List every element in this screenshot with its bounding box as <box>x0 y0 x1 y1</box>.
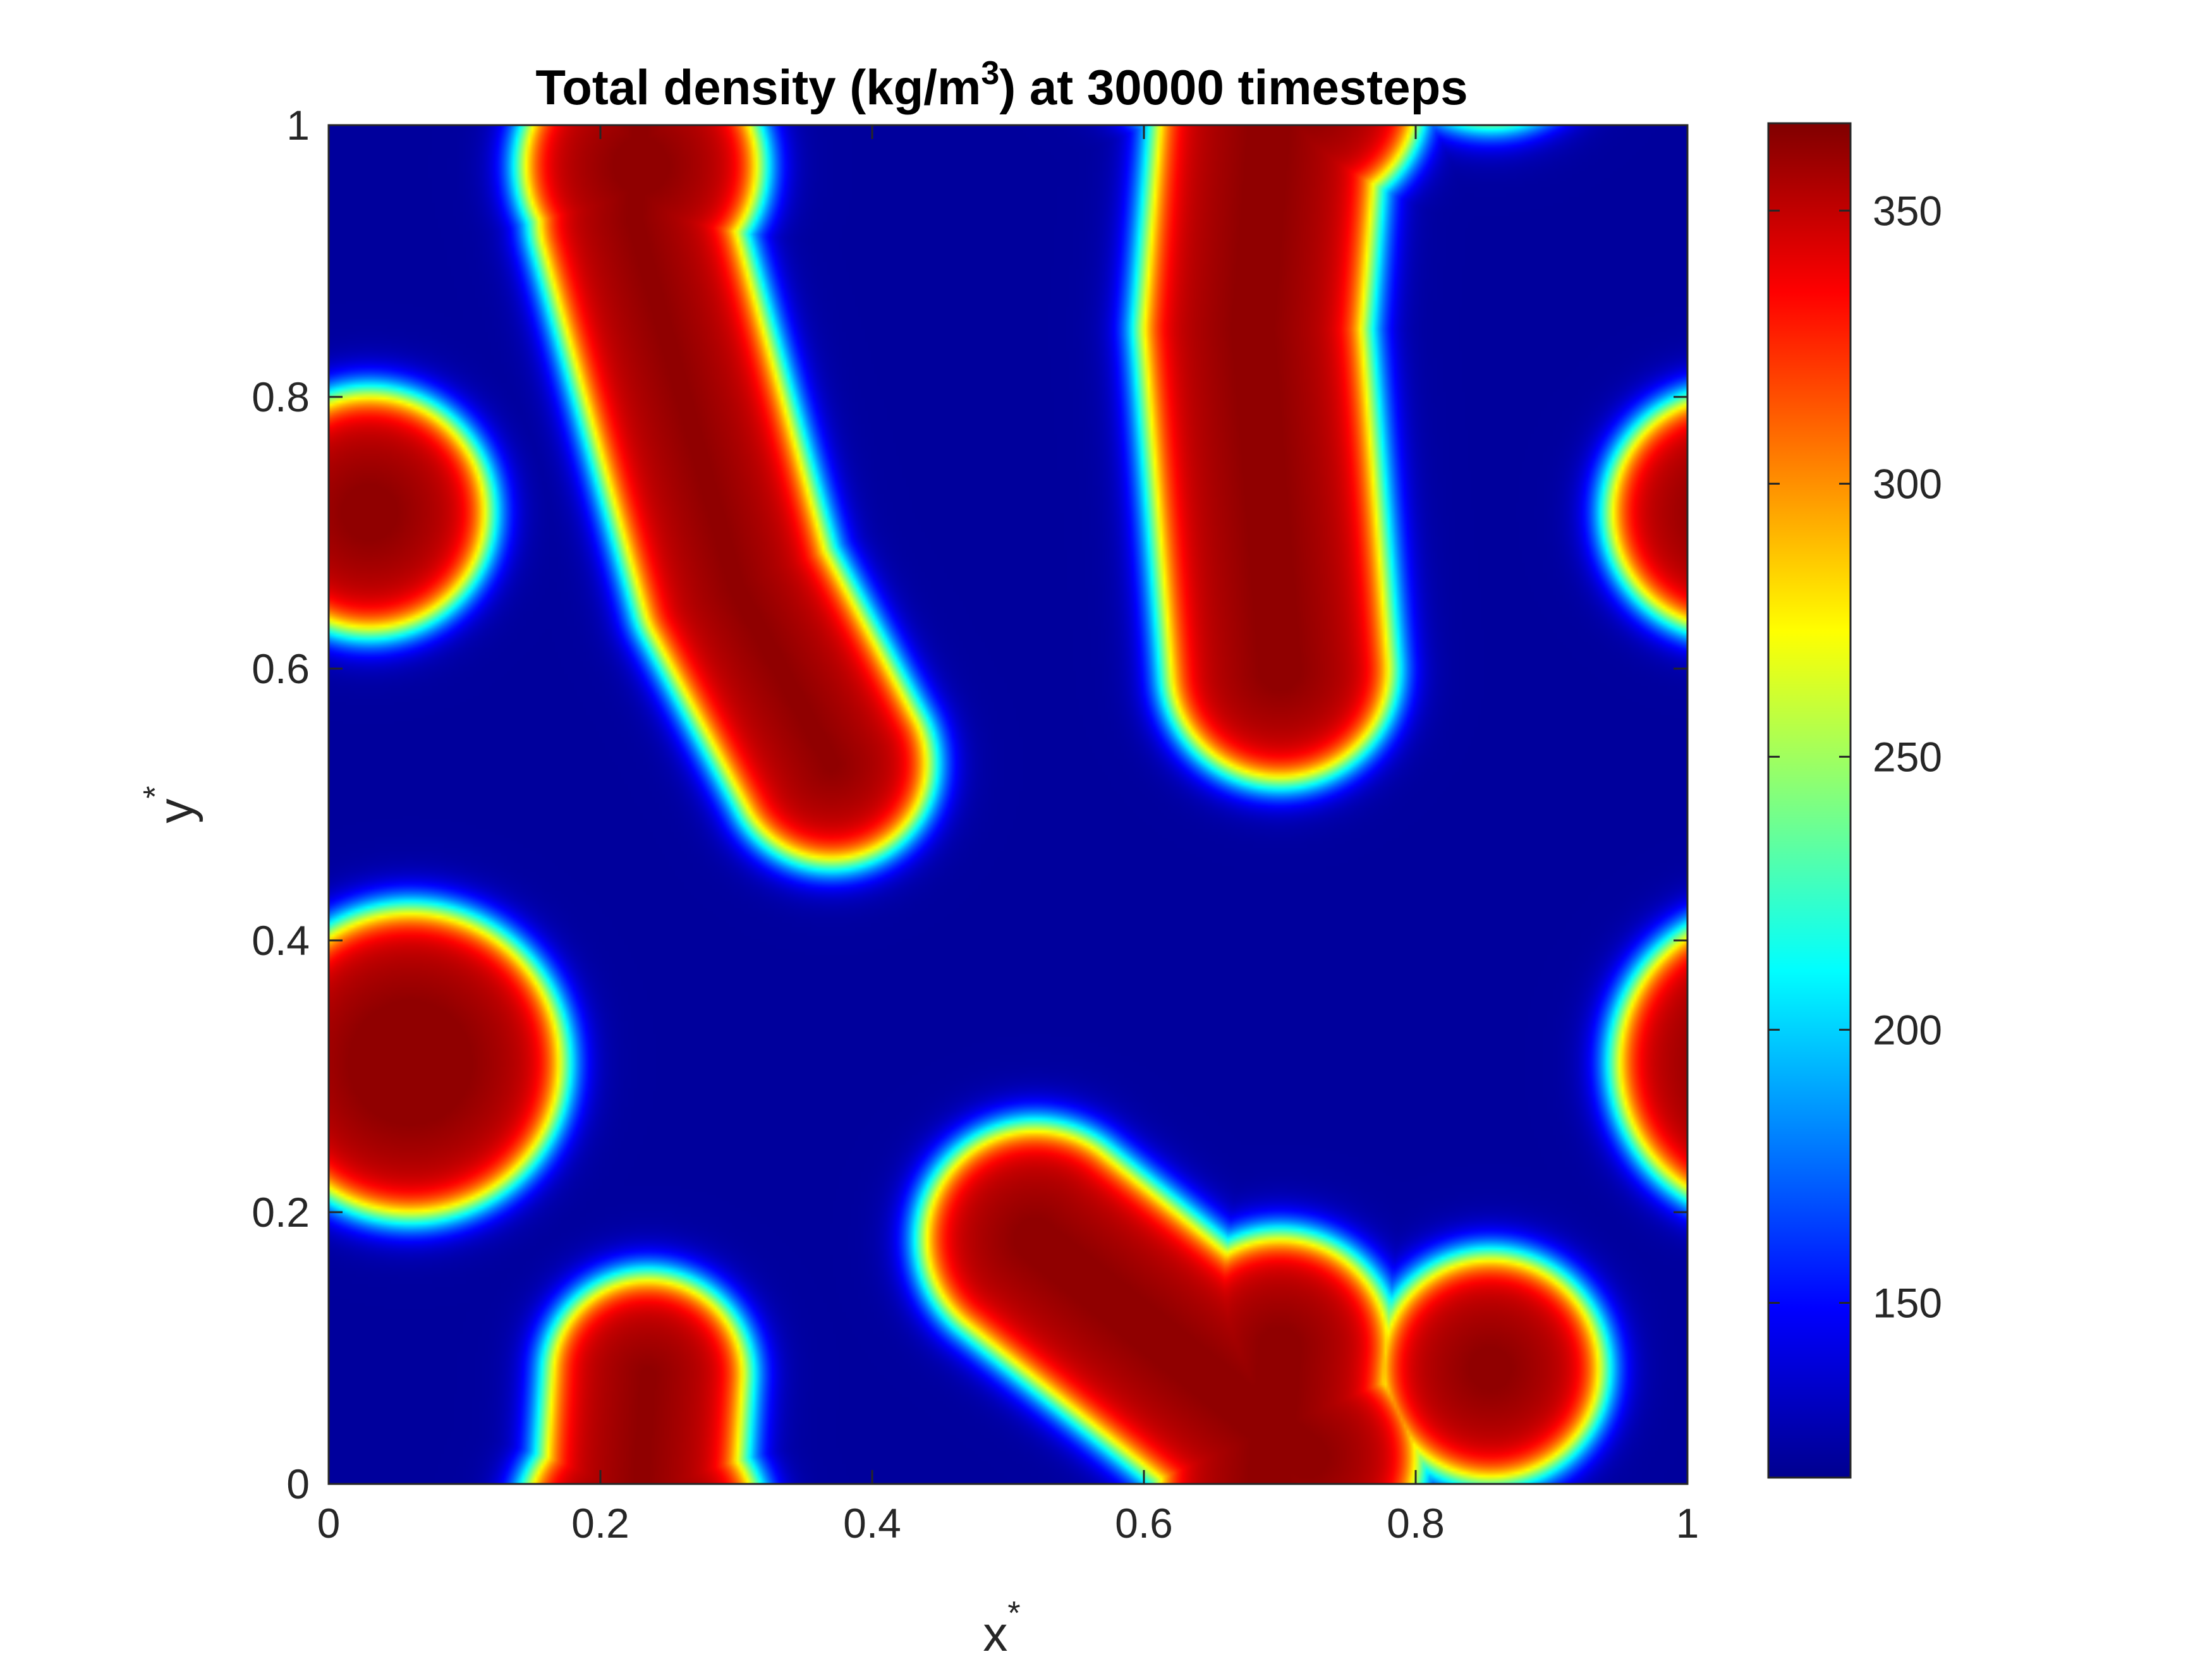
y-tick-label: 0.4 <box>252 917 310 964</box>
colorbar-ticks: 150 200 250 300 350 <box>1768 187 1942 1326</box>
x-tick-label: 0 <box>317 1500 341 1547</box>
y-tick-label: 1 <box>286 102 310 149</box>
density-heatmap <box>329 125 1687 1484</box>
x-tick-label: 1 <box>1676 1500 1699 1547</box>
colorbar-tick-label: 250 <box>1873 733 1942 780</box>
plot-area-frame <box>327 124 1689 1485</box>
chart-title: Total density (kg/m3) at 30000 timesteps <box>535 55 1468 115</box>
colorbar <box>1767 122 1852 1479</box>
y-tick-label: 0 <box>286 1461 310 1507</box>
colorbar-tick-label: 150 <box>1873 1279 1942 1326</box>
x-tick-label: 0.2 <box>571 1500 629 1547</box>
x-tick-label: 0.6 <box>1115 1500 1173 1547</box>
y-tick-label: 0.6 <box>252 645 310 692</box>
colorbar-tick-label: 200 <box>1873 1006 1942 1053</box>
y-tick-label: 0.2 <box>252 1189 310 1236</box>
y-axis-label: y* <box>137 786 204 823</box>
y-tick-label: 0.8 <box>252 374 310 420</box>
x-axis-ticks: 0 0.2 0.4 0.6 0.8 1 <box>317 125 1699 1547</box>
colorbar-tick-label: 300 <box>1873 460 1942 507</box>
x-tick-label: 0.8 <box>1387 1500 1445 1547</box>
y-axis-ticks: 0 0.2 0.4 0.6 0.8 1 <box>252 102 1687 1507</box>
colorbar-tick-label: 350 <box>1873 187 1942 234</box>
x-tick-label: 0.4 <box>843 1500 901 1547</box>
x-axis-label: x* <box>983 1595 1020 1659</box>
